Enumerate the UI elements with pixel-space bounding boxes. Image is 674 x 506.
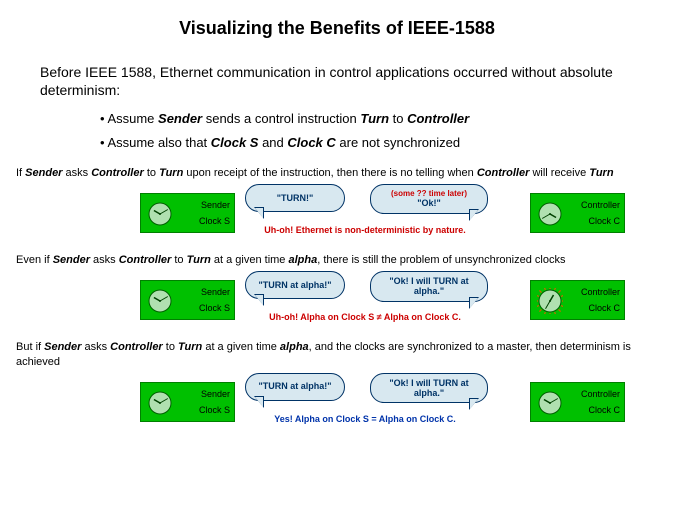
clock-icon [147, 390, 173, 416]
clock-icon [537, 390, 563, 416]
clock-icon [537, 288, 563, 314]
scenario-1-text: If Sender asks Controller to Turn upon r… [16, 166, 658, 181]
scenario-caption: Uh-oh! Ethernet is non-deterministic by … [240, 225, 490, 235]
controller-box: Controller Clock C [530, 280, 625, 320]
sender-speech-bubble: "TURN!" [245, 184, 345, 212]
scenario-3-text: But if Sender asks Controller to Turn at… [16, 340, 658, 370]
clock-icon [147, 201, 173, 227]
scenario-2-text: Even if Sender asks Controller to Turn a… [16, 253, 658, 268]
controller-speech-bubble: (some ?? time later)"Ok!" [370, 184, 488, 214]
controller-speech-bubble: "Ok! I will TURN at alpha." [370, 373, 488, 404]
sender-box: Sender Clock S [140, 280, 235, 320]
slide-title: Visualizing the Benefits of IEEE-1588 [0, 0, 674, 39]
controller-box: Controller Clock C [530, 382, 625, 422]
intro-text: Before IEEE 1588, Ethernet communication… [40, 63, 634, 99]
sender-speech-bubble: "TURN at alpha!" [245, 373, 345, 401]
clock-icon [147, 288, 173, 314]
sender-box: Sender Clock S [140, 382, 235, 422]
scenario-2-row: Sender Clock S Controller Clock C "TURN a… [0, 270, 674, 328]
sender-speech-bubble: "TURN at alpha!" [245, 271, 345, 299]
bullet-1: Assume Sender sends a control instructio… [100, 107, 674, 130]
scenario-1-row: Sender Clock S Controller Clock C "TURN!"… [0, 183, 674, 241]
controller-speech-bubble: "Ok! I will TURN at alpha." [370, 271, 488, 302]
controller-box: Controller Clock C [530, 193, 625, 233]
bullet-2: Assume also that Clock S and Clock C are… [100, 131, 674, 154]
scenario-3-row: Sender Clock S Controller Clock C "TURN a… [0, 372, 674, 430]
bullet-list: Assume Sender sends a control instructio… [100, 107, 674, 154]
scenario-caption: Uh-oh! Alpha on Clock S ≠ Alpha on Clock… [240, 312, 490, 322]
sender-box: Sender Clock S [140, 193, 235, 233]
scenario-caption: Yes! Alpha on Clock S = Alpha on Clock C… [240, 414, 490, 424]
clock-icon [537, 201, 563, 227]
